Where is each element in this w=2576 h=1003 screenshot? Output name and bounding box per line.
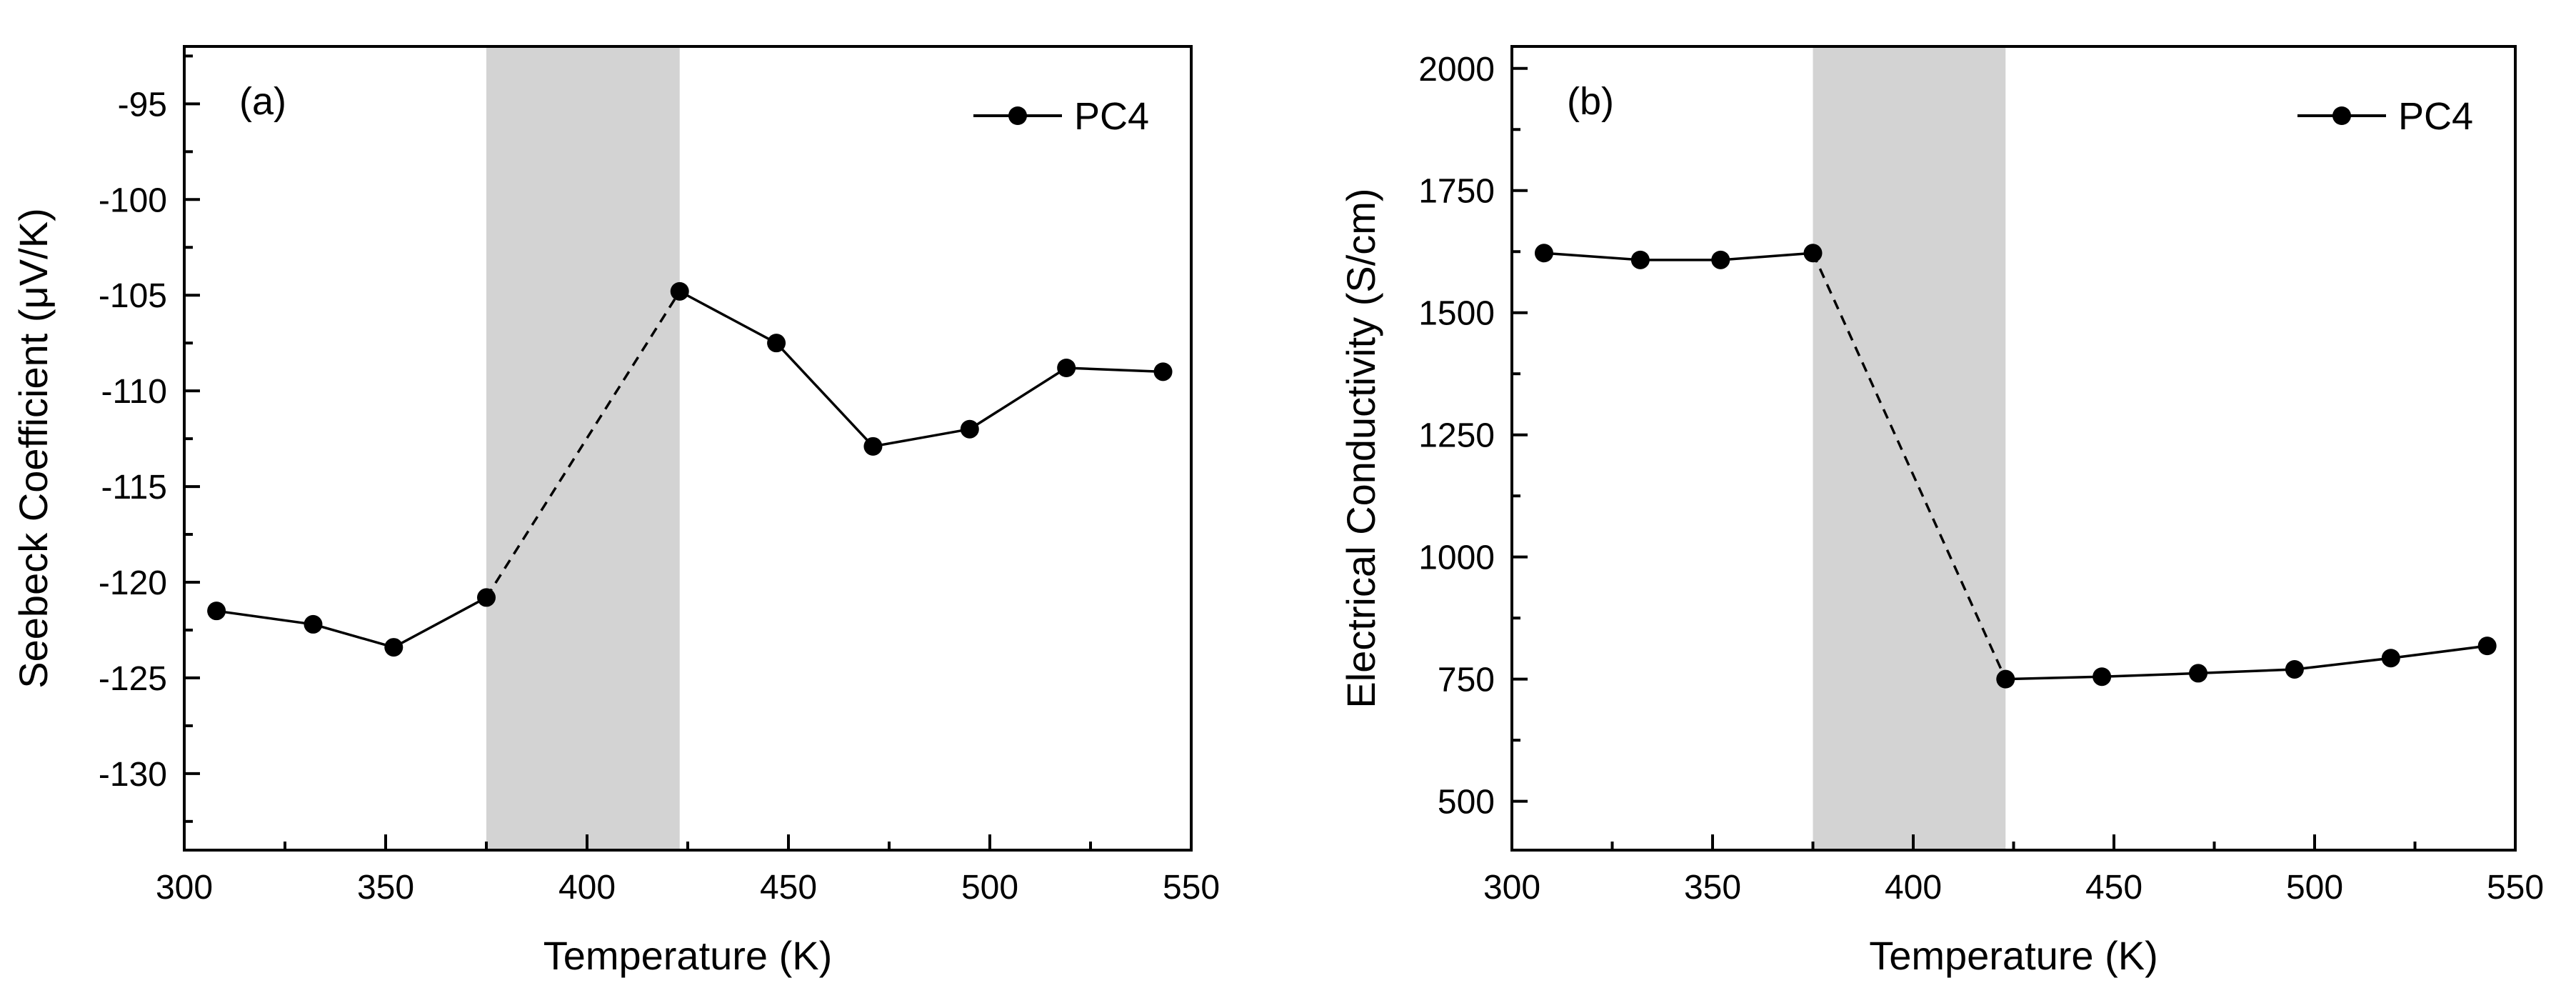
series-segment [1543,251,1640,261]
x-axis-title: Temperature (K) [1869,933,2158,978]
x-tick-label: 400 [558,869,616,907]
y-tick-label: -120 [99,564,167,602]
series-segment [393,596,487,649]
series-segment [2005,675,2103,681]
plot-frame [1510,45,2517,852]
data-point [670,281,689,301]
data-point [2189,664,2208,683]
x-tick-label: 550 [1163,869,1220,907]
y-tick-label: 750 [1438,662,1495,699]
x-tick-label: 550 [2487,869,2544,907]
y-axis-ticks: 500 750 1000 1250 1500 1750 2000 [1418,51,1528,822]
x-tick-label: 300 [1483,869,1540,907]
y-tick-label: 1000 [1418,539,1495,577]
series-segment [2294,657,2391,671]
legend-label: PC4 [1074,95,1149,138]
data-point [384,638,404,657]
data-point [207,602,226,621]
x-axis-ticks: 300 350 400 450 500 550 [156,834,1220,907]
series-segment [2197,668,2295,675]
x-tick-label: 450 [2085,869,2143,907]
y-tick-label: -115 [101,469,167,507]
data-point [2381,649,2400,668]
series-segment [2102,672,2199,678]
x-tick-label: 300 [156,869,213,907]
shaded-region [486,46,680,850]
y-tick-label: 500 [1438,784,1495,822]
data-point [304,614,323,634]
y-tick-label: 1500 [1418,295,1495,333]
legend: PC4 [2297,95,2473,138]
data-point [2285,659,2304,679]
series-segment [1720,251,1813,261]
legend-marker [2332,106,2351,125]
plot-frame [183,45,1193,852]
data-point [863,436,883,456]
y-tick-label: 1250 [1418,417,1495,455]
series-segment [1066,366,1163,374]
series-segment [216,609,314,626]
y-tick-label: -125 [99,660,167,698]
y-tick-label: 2000 [1418,51,1495,89]
x-axis-title: Temperature (K) [543,933,833,978]
data-point [1803,244,1823,263]
data-point [1630,250,1650,269]
x-tick-label: 450 [760,869,817,907]
y-axis-title: Seebeck Coefficient (μV/K) [11,208,56,688]
y-axis-title: Electrical Conductivity (S/cm) [1338,188,1383,708]
chart-panel-b: 300 350 400 450 500 550 500 750 1000 1250 1500 175… [1338,45,2544,978]
x-tick-label: 400 [1885,869,1942,907]
series-segment [313,623,394,649]
data-point [2093,667,2112,687]
y-axis-ticks: -130 -125 -120 -115 -110 -105 -100 -95 [99,54,200,823]
series-segment [873,427,971,448]
data-point [1711,250,1730,269]
y-tick-label: -95 [118,86,167,124]
data-point [1153,362,1173,381]
x-tick-label: 350 [357,869,414,907]
y-tick-label: -100 [99,181,167,219]
y-tick-label: -105 [99,277,167,315]
series-segment-dashed [1811,252,2007,680]
data-point [1996,669,2015,689]
y-tick-label: -130 [99,756,167,794]
x-tick-label: 500 [2286,869,2343,907]
x-axis-ticks: 300 350 400 450 500 550 [1483,834,2544,907]
series-segment [2390,644,2487,659]
series-segment [968,366,1068,431]
series-segment [775,341,874,448]
y-tick-label: 1750 [1418,173,1495,211]
x-tick-label: 500 [961,869,1018,907]
legend: PC4 [973,95,1149,138]
legend-marker [1008,106,1027,125]
data-point [767,334,786,353]
shaded-region [1813,46,2006,850]
legend-label: PC4 [2398,95,2473,138]
data-point [960,419,979,439]
series-segment [678,290,777,344]
data-point [477,588,496,607]
panel-label: (b) [1567,80,1614,123]
panel-label: (a) [239,80,286,123]
y-tick-label: -110 [101,373,167,411]
data-point [2477,637,2497,656]
series-segment-dashed [485,290,681,599]
data-series-pc4 [207,281,1173,657]
data-point [1057,359,1076,377]
chart-panel-a: 300 350 400 450 500 550 -130-125-120-115-110-… [11,45,1220,978]
x-tick-label: 350 [1684,869,1741,907]
data-series-pc4 [1534,244,2497,689]
data-point [1534,244,1553,263]
